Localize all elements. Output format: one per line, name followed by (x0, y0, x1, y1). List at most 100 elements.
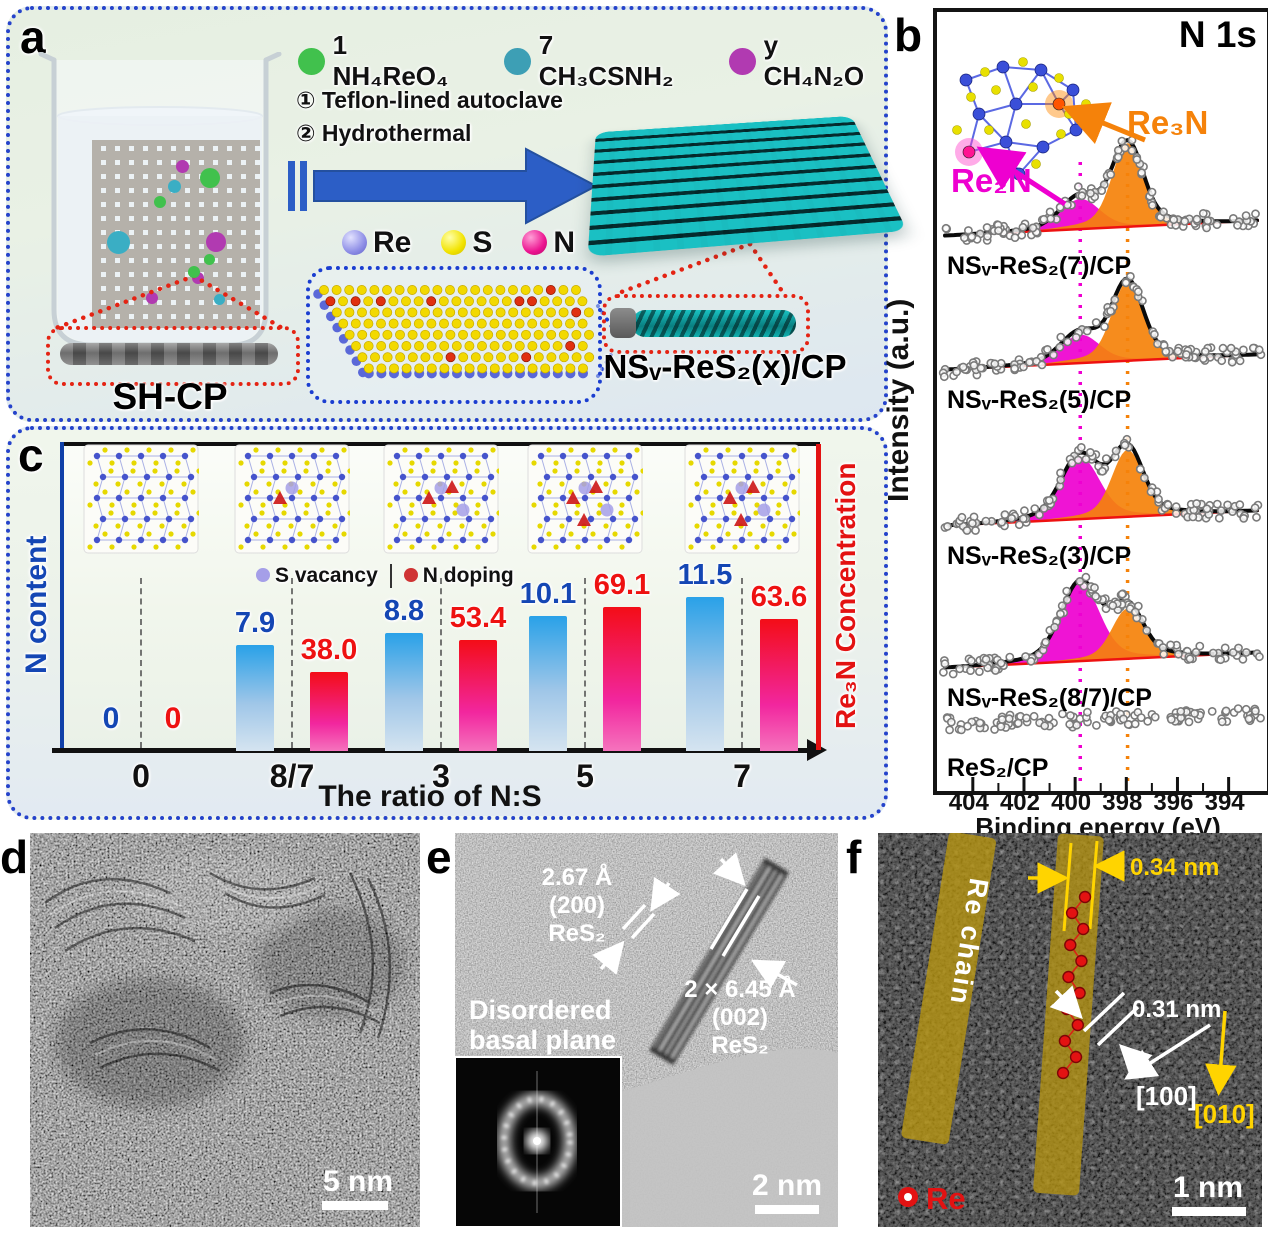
re3n-label: Re₃N (1127, 104, 1209, 141)
panel-b-xps-plot: N 1s Re₃N Re₂N NSᵥ-ReS₂(7)/CP NSᵥ-ReS₂(5)… (933, 8, 1268, 795)
d200-annotation: 2.67 Å(200)ReS₂ (542, 863, 613, 947)
bar-n-content (686, 597, 724, 751)
category-separator (440, 578, 442, 748)
re-sphere-icon (342, 230, 367, 255)
arrow-icon (650, 876, 681, 912)
atom-n: N (522, 226, 575, 260)
x-tick-label: 394 (1204, 789, 1245, 816)
category-separator (741, 578, 743, 748)
spectrum-label: ReS₂/CP (947, 754, 1049, 782)
doped-nanosheet-inset (306, 266, 602, 404)
panel-label-f: f (846, 831, 862, 883)
n-sphere-icon (522, 230, 548, 255)
category-separator (140, 578, 142, 748)
panel-a-synthesis-scheme: a 1 NH₄ReO₄ 7 CH₃CSNH₂ y CH₄N₂O (6, 6, 908, 422)
spectrum-label: NSᵥ-ReS₂(8/7)/CP (947, 684, 1152, 712)
panel-f-stem-image: Re chain 0.34 nm 0.31 nm [100] [010] Re … (878, 833, 1262, 1227)
svg-text:(002): (002) (712, 1004, 768, 1031)
bar-re3n-concentration (603, 607, 641, 751)
category-label: 8/7 (269, 758, 315, 794)
arrow-icon (750, 959, 798, 989)
arrow-icon (592, 940, 625, 975)
bar-n-content (236, 645, 274, 751)
category-separator (291, 578, 293, 748)
d200-fringe-marks (621, 903, 656, 940)
x-tick-label: 402 (999, 789, 1040, 816)
fft-inset (455, 1056, 622, 1227)
reagent-dot-icon (298, 47, 325, 75)
reagent-dot-icon (728, 47, 756, 75)
precursor-label: SH-CP (112, 376, 228, 417)
panel-label-b: b (894, 9, 923, 61)
s-vacancy-legend: S vacancy (256, 564, 378, 588)
direction-100-label: [100] (1136, 1081, 1197, 1111)
urea-dot (176, 160, 189, 173)
perrhenate-dot (200, 168, 220, 188)
d034-label: 0.34 nm (1130, 854, 1219, 881)
structure-inset (83, 444, 199, 554)
svg-text:2.67 Å: 2.67 Å (542, 863, 613, 891)
thiourea-dot (214, 294, 225, 305)
reagent-ch3csnh2: 7 CH₃CSNH₂ (504, 30, 693, 92)
scale-bar-label: 2 nm (752, 1169, 822, 1202)
scale-bar-label: 5 nm (323, 1165, 393, 1198)
disordered-note: Disordered (469, 995, 612, 1025)
x-axis-title: The ratio of N:S (318, 780, 542, 813)
structure-inset (234, 444, 350, 554)
carbon-fiber-rod (60, 343, 278, 365)
lattice-illustration (313, 285, 595, 379)
direction-100-arrow (1124, 1023, 1211, 1080)
svg-text:ReS₂: ReS₂ (711, 1032, 768, 1059)
arrow-icon (1049, 985, 1083, 1020)
product-label: NSᵥ-ReS₂(x)/CP (603, 348, 847, 385)
bar-value-re3n: 69.1 (593, 569, 651, 601)
svg-text:(200): (200) (549, 892, 605, 919)
re-legend-label: Re (926, 1181, 966, 1216)
arrow-icon (712, 852, 746, 887)
x-tick-label: 400 (1051, 789, 1092, 816)
svg-text:ReS₂: ReS₂ (548, 920, 605, 947)
spectrum-label: NSᵥ-ReS₂(5)/CP (947, 386, 1132, 414)
bar-value-n-content: 0 (102, 702, 120, 735)
perrhenate-dot (204, 254, 215, 265)
bar-value-n-content: 10.1 (519, 578, 577, 610)
sh-cp-inset-box (46, 326, 300, 386)
s-sphere-icon (441, 230, 467, 255)
thiourea-dot (168, 180, 181, 193)
panel-label-d: d (0, 831, 29, 883)
atom-s: S (441, 226, 492, 260)
bar-chart-content: 0 0 0 8/7 7.9 38.0 3 8.8 53.4 5 10.1 69.1 7 11.5 63.6 (10, 430, 884, 816)
product-rod-inset-box (602, 294, 810, 354)
panel-e-hrtem-image: 2.67 Å(200)ReS₂ 2 × 6.45 Å(002)ReS₂ Diso… (455, 833, 838, 1227)
res2-coated-rod (632, 310, 796, 337)
bar-value-re3n: 53.4 (449, 602, 507, 634)
re2n-label: Re₂N (951, 162, 1032, 199)
bar-re3n-concentration (459, 640, 497, 751)
process-steps: ① Teflon-lined autoclave ② Hydrothermal (296, 87, 563, 147)
xps-title: N 1s (1178, 14, 1257, 55)
d002-fringe-marks (709, 888, 761, 957)
x-tick-label: 404 (948, 789, 989, 816)
structure-inset (684, 444, 800, 554)
atom-re: Re (342, 226, 411, 260)
direction-010-arrow (1205, 1010, 1237, 1096)
reaction-arrow (288, 147, 599, 225)
defect-legend: S vacancy N doping (256, 564, 514, 588)
panel-d-tem-image: 5 nm (30, 833, 420, 1227)
bar-value-re3n: 38.0 (300, 634, 358, 666)
x-axis-arrowhead (807, 739, 827, 761)
panel-label-c: c (18, 429, 44, 481)
scale-bar-label: 1 nm (1173, 1171, 1243, 1204)
right-axis-red (816, 444, 821, 750)
reagent-legend: 1 NH₄ReO₄ 7 CH₃CSNH₂ y CH₄N₂O (298, 30, 884, 92)
bar-value-n-content: 7.9 (234, 607, 276, 639)
rod-cap (610, 308, 636, 338)
bar-re3n-concentration (310, 672, 348, 751)
bar-value-n-content: 11.5 (677, 559, 733, 591)
panel-label-e: e (426, 831, 452, 883)
xps-spectra (938, 102, 1266, 791)
reagent-ch4n2o: y CH₄N₂O (728, 30, 884, 92)
x-tick-label: 396 (1153, 789, 1194, 816)
n-doping-legend: N doping (403, 564, 514, 588)
